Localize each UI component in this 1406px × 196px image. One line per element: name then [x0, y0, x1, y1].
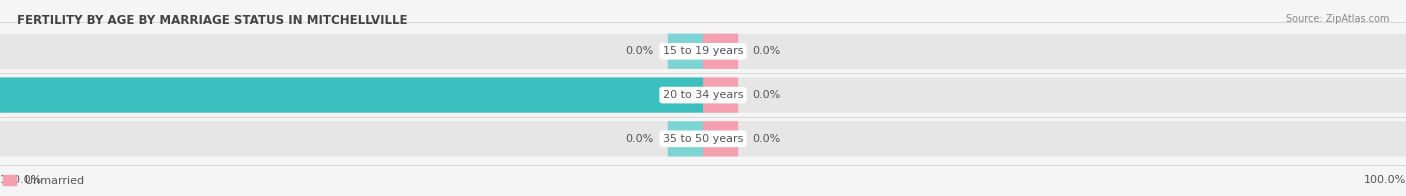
Text: 100.0%: 100.0%	[1364, 175, 1406, 185]
Text: FERTILITY BY AGE BY MARRIAGE STATUS IN MITCHELLVILLE: FERTILITY BY AGE BY MARRIAGE STATUS IN M…	[17, 14, 408, 27]
Text: 0.0%: 0.0%	[752, 90, 780, 100]
FancyBboxPatch shape	[0, 121, 703, 156]
Text: 15 to 19 years: 15 to 19 years	[662, 46, 744, 56]
FancyBboxPatch shape	[668, 121, 703, 156]
Text: 20 to 34 years: 20 to 34 years	[662, 90, 744, 100]
FancyBboxPatch shape	[703, 77, 738, 113]
FancyBboxPatch shape	[703, 77, 1406, 113]
Text: 0.0%: 0.0%	[752, 134, 780, 144]
Text: Source: ZipAtlas.com: Source: ZipAtlas.com	[1285, 14, 1389, 24]
FancyBboxPatch shape	[703, 34, 738, 69]
Text: 0.0%: 0.0%	[752, 46, 780, 56]
FancyBboxPatch shape	[703, 121, 738, 156]
FancyBboxPatch shape	[703, 34, 1406, 69]
FancyBboxPatch shape	[0, 77, 703, 113]
FancyBboxPatch shape	[0, 77, 703, 113]
Text: 0.0%: 0.0%	[626, 134, 654, 144]
FancyBboxPatch shape	[703, 121, 1406, 156]
Text: 100.0%: 100.0%	[0, 175, 42, 185]
FancyBboxPatch shape	[0, 34, 703, 69]
Text: 35 to 50 years: 35 to 50 years	[662, 134, 744, 144]
Legend: Married, Unmarried: Married, Unmarried	[0, 175, 84, 186]
FancyBboxPatch shape	[668, 34, 703, 69]
Text: 0.0%: 0.0%	[626, 46, 654, 56]
